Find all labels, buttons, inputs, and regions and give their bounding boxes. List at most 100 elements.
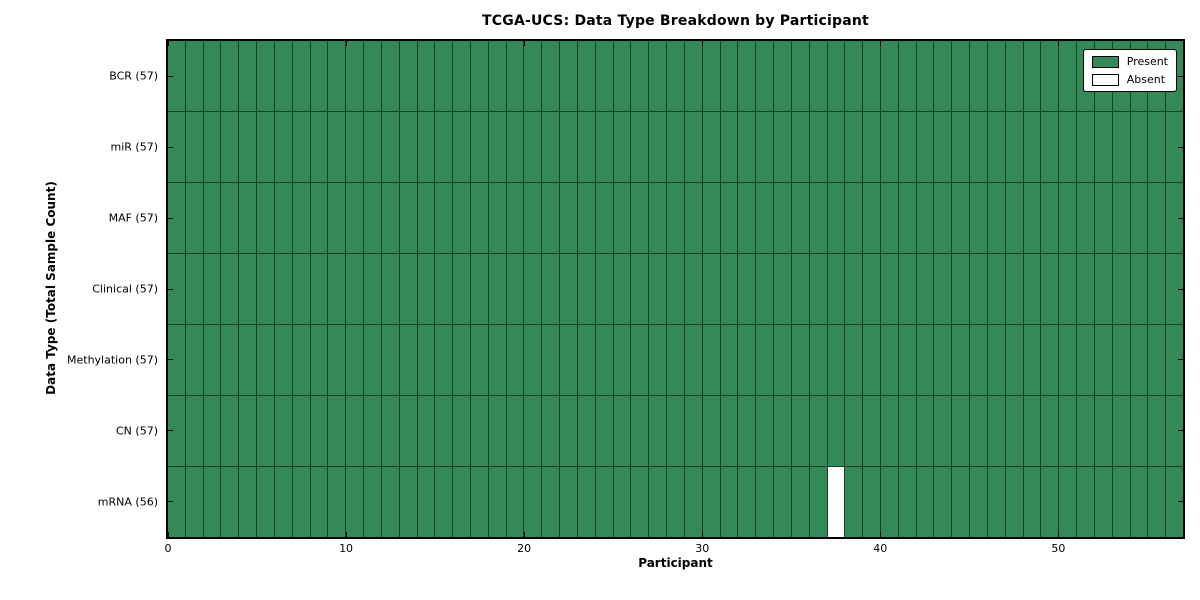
heatmap-cell (791, 254, 809, 324)
heatmap-cell (702, 396, 720, 466)
heatmap-cell (970, 254, 987, 324)
heatmap-cell (952, 396, 970, 466)
heatmap-cell (257, 467, 274, 537)
heatmap-cell (631, 183, 649, 253)
heatmap-cell (684, 254, 702, 324)
heatmap-cell (257, 396, 274, 466)
heatmap-cell (1112, 112, 1130, 182)
heatmap-cell (381, 467, 399, 537)
heatmap-cell (613, 183, 631, 253)
heatmap-cell (916, 467, 934, 537)
heatmap-cell (1005, 396, 1023, 466)
heatmap-cell (1077, 112, 1094, 182)
heatmap-cell (916, 41, 934, 111)
heatmap-cell (774, 396, 791, 466)
y-tick-label: Clinical (57) (92, 282, 158, 296)
heatmap-cell (863, 254, 880, 324)
heatmap-cell (898, 325, 916, 395)
heatmap-cell (827, 467, 845, 537)
heatmap-cell (471, 112, 488, 182)
heatmap-cell (274, 396, 292, 466)
heatmap-cell (809, 467, 827, 537)
heatmap-cell (274, 41, 292, 111)
heatmap-cell (667, 183, 684, 253)
heatmap-cell (1023, 254, 1041, 324)
y-tick-mark (1178, 146, 1183, 148)
heatmap-cell (667, 254, 684, 324)
heatmap-cell (435, 396, 453, 466)
heatmap-cell (1130, 112, 1148, 182)
heatmap-cell (845, 183, 863, 253)
heatmap-cell (613, 396, 631, 466)
heatmap-cell (203, 396, 221, 466)
x-tick-label: 40 (873, 542, 888, 555)
heatmap-cell (560, 325, 577, 395)
heatmap-cell (1023, 325, 1041, 395)
heatmap-cell (185, 41, 203, 111)
heatmap-cell (328, 183, 346, 253)
heatmap-cell (292, 183, 310, 253)
heatmap-cell (239, 183, 257, 253)
heatmap-cell (524, 467, 542, 537)
heatmap-cell (720, 396, 738, 466)
x-tick-mark (1057, 41, 1059, 46)
y-tick-label: Methylation (57) (67, 353, 158, 367)
heatmap-cell (1077, 183, 1094, 253)
heatmap-cell (488, 254, 506, 324)
heatmap-cell (577, 467, 595, 537)
heatmap-cell (774, 112, 791, 182)
heatmap-cell (203, 112, 221, 182)
heatmap-cell (1094, 325, 1112, 395)
legend-item: Absent (1091, 73, 1168, 86)
x-tick-label: 50 (1051, 542, 1066, 555)
x-tick-mark (523, 532, 525, 537)
heatmap-cell (952, 112, 970, 182)
heatmap-cell (239, 112, 257, 182)
heatmap-cell (702, 41, 720, 111)
heatmap-cell (756, 41, 774, 111)
heatmap-cell (399, 254, 417, 324)
heatmap-cell (880, 183, 898, 253)
heatmap-cell (720, 254, 738, 324)
heatmap-cell (292, 254, 310, 324)
heatmap-cell (560, 396, 577, 466)
heatmap-cell (738, 396, 756, 466)
heatmap-cell (399, 183, 417, 253)
heatmap-cell (185, 467, 203, 537)
heatmap-cell (631, 325, 649, 395)
heatmap-cell (916, 325, 934, 395)
heatmap-cell (684, 396, 702, 466)
heatmap-cell (738, 41, 756, 111)
legend-swatch-present (1091, 55, 1119, 68)
heatmap-cell (667, 467, 684, 537)
x-tick-label: 10 (339, 542, 354, 555)
heatmap-cell (649, 467, 667, 537)
heatmap-cell (453, 325, 471, 395)
heatmap-cell (649, 183, 667, 253)
y-tick-label: miR (57) (110, 140, 159, 154)
heatmap-cell (1059, 254, 1077, 324)
heatmap-cell (168, 41, 185, 111)
heatmap-cell (364, 112, 381, 182)
y-tick-mark (168, 146, 173, 148)
heatmap-cell (1059, 183, 1077, 253)
heatmap-cell (542, 41, 560, 111)
x-tick-mark (879, 532, 881, 537)
heatmap-cell (952, 467, 970, 537)
heatmap-cell (1059, 325, 1077, 395)
heatmap-cell (756, 467, 774, 537)
heatmap-cell (1059, 41, 1077, 111)
x-tick-label: 0 (164, 542, 172, 555)
y-tick-mark (1178, 430, 1183, 432)
y-tick-mark (168, 75, 173, 77)
heatmap-cell (1041, 467, 1059, 537)
heatmap-cell (845, 467, 863, 537)
heatmap-cell (435, 41, 453, 111)
heatmap-cell (381, 325, 399, 395)
heatmap-cell (542, 467, 560, 537)
heatmap-cell (1094, 112, 1112, 182)
heatmap-cell (880, 467, 898, 537)
heatmap-cell (1112, 183, 1130, 253)
heatmap-cell (203, 254, 221, 324)
heatmap-cell (221, 467, 239, 537)
